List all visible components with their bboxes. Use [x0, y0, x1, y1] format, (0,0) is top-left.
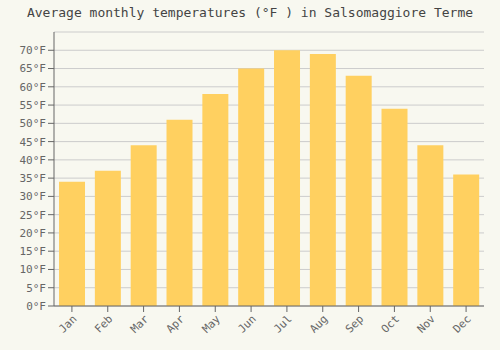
svg-text:Apr: Apr: [164, 312, 188, 336]
svg-text:0°F: 0°F: [26, 300, 46, 313]
svg-text:Nov: Nov: [415, 312, 439, 336]
svg-text:Sep: Sep: [343, 312, 366, 335]
svg-text:Jun: Jun: [235, 312, 258, 335]
svg-text:45°F: 45°F: [20, 136, 47, 149]
svg-text:Mar: Mar: [128, 312, 152, 336]
svg-text:May: May: [200, 312, 224, 336]
svg-text:35°F: 35°F: [20, 172, 47, 185]
svg-text:15°F: 15°F: [20, 245, 47, 258]
svg-text:30°F: 30°F: [20, 190, 47, 203]
svg-text:Oct: Oct: [379, 312, 402, 335]
svg-text:25°F: 25°F: [20, 209, 47, 222]
svg-text:5°F: 5°F: [26, 282, 46, 295]
svg-text:Dec: Dec: [450, 312, 473, 335]
svg-text:40°F: 40°F: [20, 154, 47, 167]
svg-text:10°F: 10°F: [20, 263, 47, 276]
svg-text:60°F: 60°F: [20, 81, 47, 94]
svg-text:Jan: Jan: [56, 312, 79, 335]
svg-text:Feb: Feb: [92, 312, 115, 335]
html-text:Average monthly temperatures (: Average monthly temperatures (°F ) in Sa…: [26, 5, 474, 20]
svg-text:65°F: 65°F: [20, 62, 47, 75]
svg-text:20°F: 20°F: [20, 227, 47, 240]
svg-text:Aug: Aug: [307, 312, 330, 335]
svg-text:Jul: Jul: [271, 312, 294, 335]
svg-text:55°F: 55°F: [20, 99, 47, 112]
svg-text:70°F: 70°F: [20, 44, 47, 57]
svg-text:50°F: 50°F: [20, 117, 47, 130]
